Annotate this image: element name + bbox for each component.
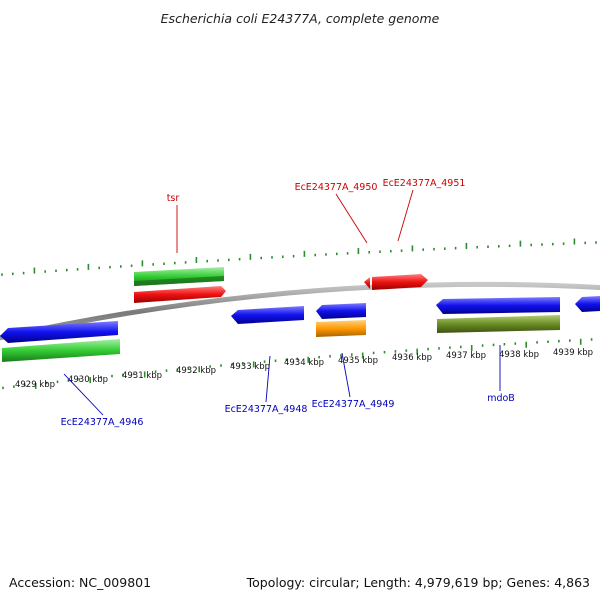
gene-label: EcE24377A_4948 <box>225 404 308 415</box>
genome-backbone <box>0 281 600 341</box>
feature-partial-right <box>575 296 600 312</box>
kbp-label: 4934 kbp <box>284 358 324 368</box>
feature-4946-cds <box>0 321 118 343</box>
gene-leader-line <box>63 373 104 416</box>
feature-4949-rna <box>316 320 366 337</box>
lower-tick-ring <box>2 338 593 390</box>
gene-label: mdoB <box>487 393 515 404</box>
kbp-label: 4930 kbp <box>68 375 108 385</box>
gene-leader-line <box>341 352 351 398</box>
feature-mdoB-cds <box>436 297 560 314</box>
kbp-label: 4939 kbp <box>553 348 593 358</box>
feature-4950 <box>364 277 370 289</box>
kbp-label: 4929 kbp <box>15 380 55 390</box>
forward-features <box>134 267 428 303</box>
map-title: Escherichia coli E24377A, complete genom… <box>161 11 440 26</box>
gene-labels: tsr EcE24377A_4950 EcE24377A_4951 EcE24377A… <box>61 178 515 428</box>
gene-label: tsr <box>167 193 180 204</box>
kbp-label: 4936 kbp <box>392 353 432 363</box>
gene-label: EcE24377A_4946 <box>61 417 144 428</box>
upper-tick-ring <box>1 238 597 276</box>
kbp-label: 4937 kbp <box>446 351 486 361</box>
feature-4948 <box>231 306 304 324</box>
kbp-labels: 4929 kbp 4930 kbp 4931 kbp 4932 kbp 4933 kbp… <box>15 348 593 390</box>
gene-label: EcE24377A_4951 <box>383 178 466 189</box>
genome-summary-text: Topology: circular; Length: 4,979,619 bp… <box>246 575 590 590</box>
gene-leader-line <box>335 193 368 244</box>
gene-label: EcE24377A_4949 <box>312 399 395 410</box>
kbp-label: 4938 kbp <box>499 350 539 360</box>
feature-mdoB-gene <box>437 315 560 333</box>
kbp-label: 4935 kbp <box>338 356 378 366</box>
kbp-label: 4933 kbp <box>230 362 270 372</box>
reverse-features <box>0 296 600 362</box>
feature-4946-gene <box>2 339 120 362</box>
gene-label: EcE24377A_4950 <box>295 182 378 193</box>
gene-leader-line <box>397 189 414 242</box>
kbp-label: 4931 kbp <box>122 371 162 381</box>
feature-4949-cds <box>316 303 366 319</box>
feature-4951 <box>372 274 428 290</box>
gene-leader-line <box>265 355 271 403</box>
accession-text: Accession: NC_009801 <box>9 575 151 590</box>
kbp-label: 4932 kbp <box>176 366 216 376</box>
feature-tsr-gene-shadow <box>134 276 224 286</box>
feature-tsr-cds <box>134 286 226 303</box>
